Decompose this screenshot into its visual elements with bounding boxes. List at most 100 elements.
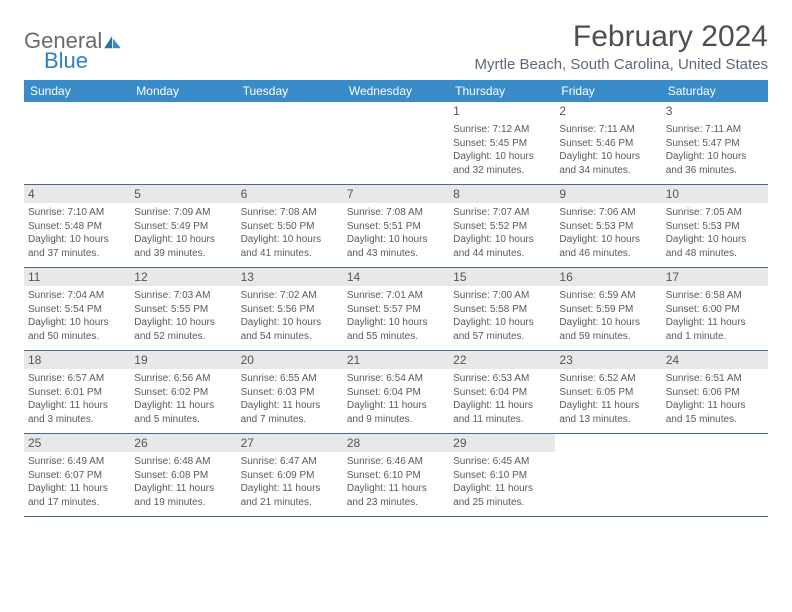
location-subtitle: Myrtle Beach, South Carolina, United Sta… [475, 56, 768, 73]
day-info: Sunrise: 7:11 AMSunset: 5:47 PMDaylight:… [666, 123, 764, 177]
day-cell-5: 5 Sunrise: 7:09 AMSunset: 5:49 PMDaylight… [130, 185, 236, 267]
day-cell-24: 24Sunrise: 6:51 AMSunset: 6:06 PMDayligh… [662, 351, 768, 433]
day-info: Sunrise: 7:11 AMSunset: 5:46 PMDaylight:… [559, 123, 657, 177]
empty-cell [24, 102, 130, 184]
day-cell-4: 4Sunrise: 7:10 AMSunset: 5:48 PMDaylight… [24, 185, 130, 267]
day-cell-23: 23Sunrise: 6:52 AMSunset: 6:05 PMDayligh… [555, 351, 661, 433]
day-number: 22 [449, 351, 555, 369]
weekday-header-monday: Monday [130, 80, 236, 102]
day-number: 11 [24, 268, 130, 286]
day-number: 26 [130, 434, 236, 452]
weekday-header-row: SundayMondayTuesdayWednesdayThursdayFrid… [24, 80, 768, 102]
day-info: Sunrise: 6:53 AMSunset: 6:04 PMDaylight:… [453, 372, 551, 426]
day-cell-3: 3 Sunrise: 7:11 AMSunset: 5:47 PMDaylight… [662, 102, 768, 184]
day-info: Sunrise: 6:47 AMSunset: 6:09 PMDaylight:… [241, 455, 339, 509]
day-info: Sunrise: 6:48 AMSunset: 6:08 PMDaylight:… [134, 455, 232, 509]
weekday-header-tuesday: Tuesday [237, 80, 343, 102]
day-number: 19 [130, 351, 236, 369]
day-number: 2 [555, 102, 661, 120]
day-number: 20 [237, 351, 343, 369]
day-info: Sunrise: 6:55 AMSunset: 6:03 PMDaylight:… [241, 372, 339, 426]
empty-cell [662, 434, 768, 516]
day-info: Sunrise: 6:59 AMSunset: 5:59 PMDaylight:… [559, 289, 657, 343]
day-cell-7: 7 Sunrise: 7:08 AMSunset: 5:51 PMDaylight… [343, 185, 449, 267]
day-number: 9 [555, 185, 661, 203]
day-number: 27 [237, 434, 343, 452]
day-info: Sunrise: 6:49 AMSunset: 6:07 PMDaylight:… [28, 455, 126, 509]
day-cell-10: 10 Sunrise: 7:05 AMSunset: 5:53 PMDayligh… [662, 185, 768, 267]
day-cell-9: 9Sunrise: 7:06 AMSunset: 5:53 PMDaylight… [555, 185, 661, 267]
week-row: 11 Sunrise: 7:04 AMSunset: 5:54 PMDayligh… [24, 268, 768, 351]
day-number: 10 [662, 185, 768, 203]
day-cell-8: 8Sunrise: 7:07 AMSunset: 5:52 PMDaylight… [449, 185, 555, 267]
day-info: Sunrise: 6:46 AMSunset: 6:10 PMDaylight:… [347, 455, 445, 509]
day-number: 28 [343, 434, 449, 452]
day-number: 17 [662, 268, 768, 286]
day-cell-11: 11 Sunrise: 7:04 AMSunset: 5:54 PMDayligh… [24, 268, 130, 350]
day-number: 1 [449, 102, 555, 120]
day-cell-26: 26 Sunrise: 6:48 AMSunset: 6:08 PMDayligh… [130, 434, 236, 516]
weekday-header-friday: Friday [555, 80, 661, 102]
logo: GeneralBlue [24, 20, 122, 74]
day-info: Sunrise: 7:02 AMSunset: 5:56 PMDaylight:… [241, 289, 339, 343]
day-number: 7 [343, 185, 449, 203]
day-info: Sunrise: 7:07 AMSunset: 5:52 PMDaylight:… [453, 206, 551, 260]
day-cell-6: 6Sunrise: 7:08 AMSunset: 5:50 PMDaylight… [237, 185, 343, 267]
day-info: Sunrise: 6:54 AMSunset: 6:04 PMDaylight:… [347, 372, 445, 426]
weekday-header-wednesday: Wednesday [343, 80, 449, 102]
weekday-header-thursday: Thursday [449, 80, 555, 102]
day-cell-21: 21Sunrise: 6:54 AMSunset: 6:04 PMDayligh… [343, 351, 449, 433]
day-info: Sunrise: 7:08 AMSunset: 5:51 PMDaylight:… [347, 206, 445, 260]
day-number: 3 [662, 102, 768, 120]
month-title: February 2024 [475, 20, 768, 54]
day-cell-16: 16 Sunrise: 6:59 AMSunset: 5:59 PMDayligh… [555, 268, 661, 350]
day-cell-1: 1 Sunrise: 7:12 AMSunset: 5:45 PMDaylight… [449, 102, 555, 184]
day-cell-18: 18 Sunrise: 6:57 AMSunset: 6:01 PMDayligh… [24, 351, 130, 433]
day-cell-19: 19 Sunrise: 6:56 AMSunset: 6:02 PMDayligh… [130, 351, 236, 433]
day-number: 25 [24, 434, 130, 452]
day-number: 4 [24, 185, 130, 203]
day-cell-22: 22 Sunrise: 6:53 AMSunset: 6:04 PMDayligh… [449, 351, 555, 433]
day-info: Sunrise: 7:09 AMSunset: 5:49 PMDaylight:… [134, 206, 232, 260]
week-row: 1 Sunrise: 7:12 AMSunset: 5:45 PMDaylight… [24, 102, 768, 185]
day-info: Sunrise: 6:52 AMSunset: 6:05 PMDaylight:… [559, 372, 657, 426]
day-info: Sunrise: 7:04 AMSunset: 5:54 PMDaylight:… [28, 289, 126, 343]
week-row: 18 Sunrise: 6:57 AMSunset: 6:01 PMDayligh… [24, 351, 768, 434]
empty-cell [555, 434, 661, 516]
day-number: 12 [130, 268, 236, 286]
day-info: Sunrise: 6:56 AMSunset: 6:02 PMDaylight:… [134, 372, 232, 426]
day-cell-14: 14 Sunrise: 7:01 AMSunset: 5:57 PMDayligh… [343, 268, 449, 350]
day-info: Sunrise: 7:12 AMSunset: 5:45 PMDaylight:… [453, 123, 551, 177]
day-info: Sunrise: 7:05 AMSunset: 5:53 PMDaylight:… [666, 206, 764, 260]
weekday-header-sunday: Sunday [24, 80, 130, 102]
day-info: Sunrise: 7:00 AMSunset: 5:58 PMDaylight:… [453, 289, 551, 343]
day-number: 14 [343, 268, 449, 286]
day-number: 5 [130, 185, 236, 203]
empty-cell [237, 102, 343, 184]
empty-cell [343, 102, 449, 184]
day-cell-25: 25 Sunrise: 6:49 AMSunset: 6:07 PMDayligh… [24, 434, 130, 516]
day-cell-29: 29Sunrise: 6:45 AMSunset: 6:10 PMDayligh… [449, 434, 555, 516]
day-cell-2: 2 Sunrise: 7:11 AMSunset: 5:46 PMDaylight… [555, 102, 661, 184]
day-cell-28: 28 Sunrise: 6:46 AMSunset: 6:10 PMDayligh… [343, 434, 449, 516]
week-row: 4Sunrise: 7:10 AMSunset: 5:48 PMDaylight… [24, 185, 768, 268]
day-cell-13: 13 Sunrise: 7:02 AMSunset: 5:56 PMDayligh… [237, 268, 343, 350]
weekday-header-saturday: Saturday [662, 80, 768, 102]
day-number: 15 [449, 268, 555, 286]
week-row: 25 Sunrise: 6:49 AMSunset: 6:07 PMDayligh… [24, 434, 768, 517]
title-block: February 2024 Myrtle Beach, South Caroli… [475, 20, 768, 73]
day-info: Sunrise: 7:01 AMSunset: 5:57 PMDaylight:… [347, 289, 445, 343]
calendar: SundayMondayTuesdayWednesdayThursdayFrid… [24, 80, 768, 517]
day-number: 24 [662, 351, 768, 369]
logo-word2: Blue [44, 48, 122, 74]
day-number: 13 [237, 268, 343, 286]
day-cell-17: 17 Sunrise: 6:58 AMSunset: 6:00 PMDayligh… [662, 268, 768, 350]
day-number: 18 [24, 351, 130, 369]
day-info: Sunrise: 6:58 AMSunset: 6:00 PMDaylight:… [666, 289, 764, 343]
day-cell-15: 15 Sunrise: 7:00 AMSunset: 5:58 PMDayligh… [449, 268, 555, 350]
day-info: Sunrise: 6:57 AMSunset: 6:01 PMDaylight:… [28, 372, 126, 426]
day-info: Sunrise: 7:08 AMSunset: 5:50 PMDaylight:… [241, 206, 339, 260]
day-cell-27: 27 Sunrise: 6:47 AMSunset: 6:09 PMDayligh… [237, 434, 343, 516]
day-number: 16 [555, 268, 661, 286]
day-info: Sunrise: 6:45 AMSunset: 6:10 PMDaylight:… [453, 455, 551, 509]
